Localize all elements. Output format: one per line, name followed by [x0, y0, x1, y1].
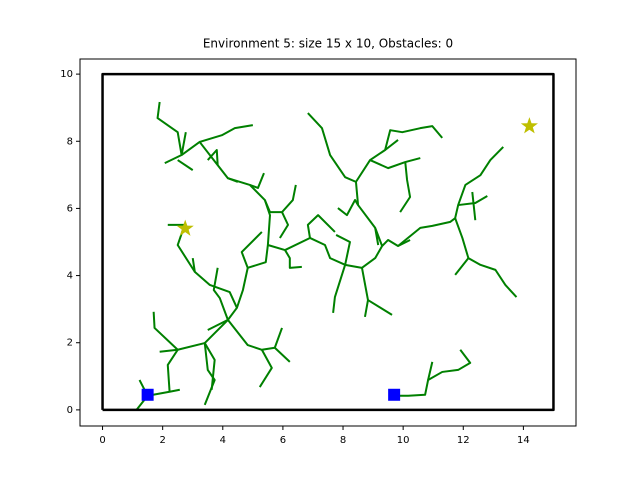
y-tick-label: 10 [60, 69, 73, 80]
tree-branch [367, 299, 393, 316]
goal-marker [176, 219, 194, 236]
tree-branch [458, 195, 488, 207]
tree-branch [207, 319, 229, 331]
tree-branch [156, 101, 183, 156]
y-tick-label: 4 [67, 271, 73, 282]
x-tick-label: 0 [99, 435, 105, 446]
start-marker [141, 388, 154, 401]
boundary [101, 72, 555, 412]
tree-branch [307, 112, 360, 206]
tree-branch [180, 132, 187, 156]
y-tick-label: 6 [67, 203, 73, 214]
tree-branch [384, 139, 399, 151]
tree-branch [369, 157, 421, 170]
tree-branch [263, 184, 297, 214]
tree-branch [177, 159, 194, 171]
tree-branch [177, 342, 216, 390]
tree-branch [399, 161, 412, 213]
tree-branch [427, 361, 434, 381]
tree-branch [306, 214, 336, 239]
tree-branch [204, 318, 291, 363]
tree-branch [212, 267, 229, 321]
y-tick-label: 0 [67, 405, 73, 416]
y-tick-label: 8 [67, 136, 73, 147]
tree-branch [258, 349, 273, 388]
tree-branch [235, 231, 263, 309]
tree-branch [355, 125, 443, 183]
x-tick-label: 2 [159, 435, 165, 446]
tree-branch [203, 342, 216, 406]
tree-branch [454, 257, 470, 276]
chart-title: Environment 5: size 15 x 10, Obstacles: … [203, 37, 453, 51]
tree-branch [249, 172, 265, 189]
plot-frame [79, 58, 577, 427]
tree-branch [395, 349, 472, 397]
tree-branch [335, 234, 351, 266]
tree-branch [152, 311, 179, 351]
tree-branch [159, 348, 179, 392]
tree-branch [273, 327, 283, 349]
tree-branch [454, 217, 518, 298]
x-tick-label: 8 [340, 435, 346, 446]
x-tick-label: 12 [457, 435, 470, 446]
tree-branch [332, 264, 347, 313]
y-tick-label: 2 [67, 338, 73, 349]
tree-branch [199, 124, 254, 143]
tree-branch [135, 388, 180, 411]
tree-branch [337, 199, 376, 229]
x-tick-label: 14 [517, 435, 530, 446]
tree-branch [397, 146, 504, 247]
tree-branch [227, 177, 239, 183]
tree-branch [207, 148, 219, 166]
tree-branch [471, 191, 477, 221]
tree-branch [279, 211, 290, 239]
tree-branch [374, 226, 384, 247]
x-tick-label: 4 [220, 435, 226, 446]
start-marker [388, 388, 401, 401]
x-tick-label: 10 [397, 435, 410, 446]
tree-branch [360, 267, 369, 318]
tree-branch [267, 244, 302, 269]
goal-marker [520, 117, 538, 134]
x-tick-label: 6 [280, 435, 286, 446]
